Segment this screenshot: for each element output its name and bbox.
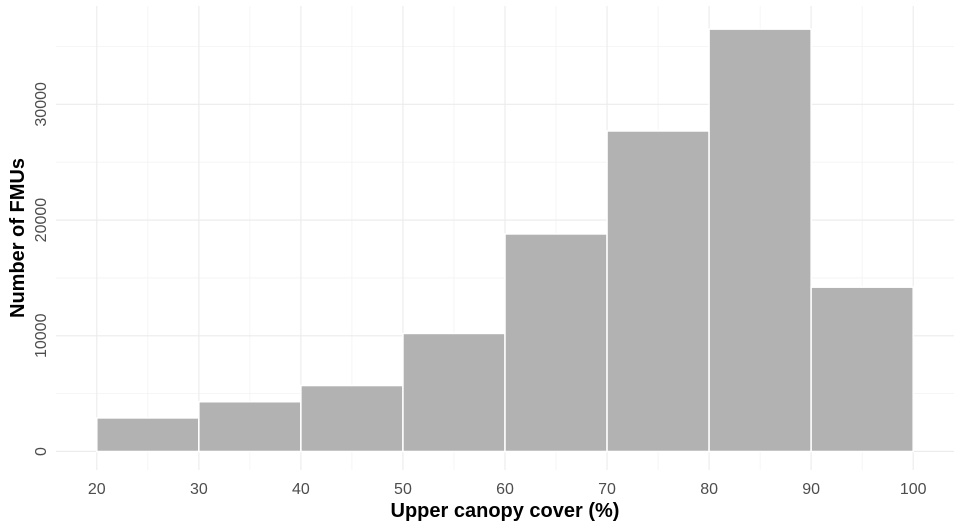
histogram-bars [96, 28, 914, 453]
x-tick-label: 50 [394, 481, 412, 498]
histogram-bar [300, 384, 404, 453]
x-axis-title: Upper canopy cover (%) [391, 500, 620, 522]
x-tick-label: 90 [802, 481, 820, 498]
y-tick-label: 30000 [33, 82, 50, 127]
histogram-bar [198, 400, 302, 453]
y-tick-label: 20000 [33, 198, 50, 243]
x-tick-label: 60 [496, 481, 514, 498]
x-tick-label: 20 [88, 481, 106, 498]
x-tick-label: 70 [598, 481, 616, 498]
histogram-bar [96, 417, 200, 453]
x-tick-label: 40 [292, 481, 310, 498]
x-tick-label: 30 [190, 481, 208, 498]
histogram-bar [606, 130, 710, 453]
x-tick-label: 100 [900, 481, 927, 498]
histogram-bar [708, 28, 812, 453]
y-tick-label: 0 [33, 447, 50, 456]
histogram-bar [402, 332, 506, 453]
histogram-bar [810, 286, 914, 453]
y-axis-title: Number of FMUs [7, 158, 29, 318]
histogram-bar [504, 233, 608, 453]
y-axis-ticks: 0 10000 20000 30000 [33, 82, 50, 456]
y-tick-label: 10000 [33, 313, 50, 358]
x-tick-label: 80 [700, 481, 718, 498]
x-axis-ticks: 20 30 40 50 60 70 80 90 100 [88, 481, 927, 498]
